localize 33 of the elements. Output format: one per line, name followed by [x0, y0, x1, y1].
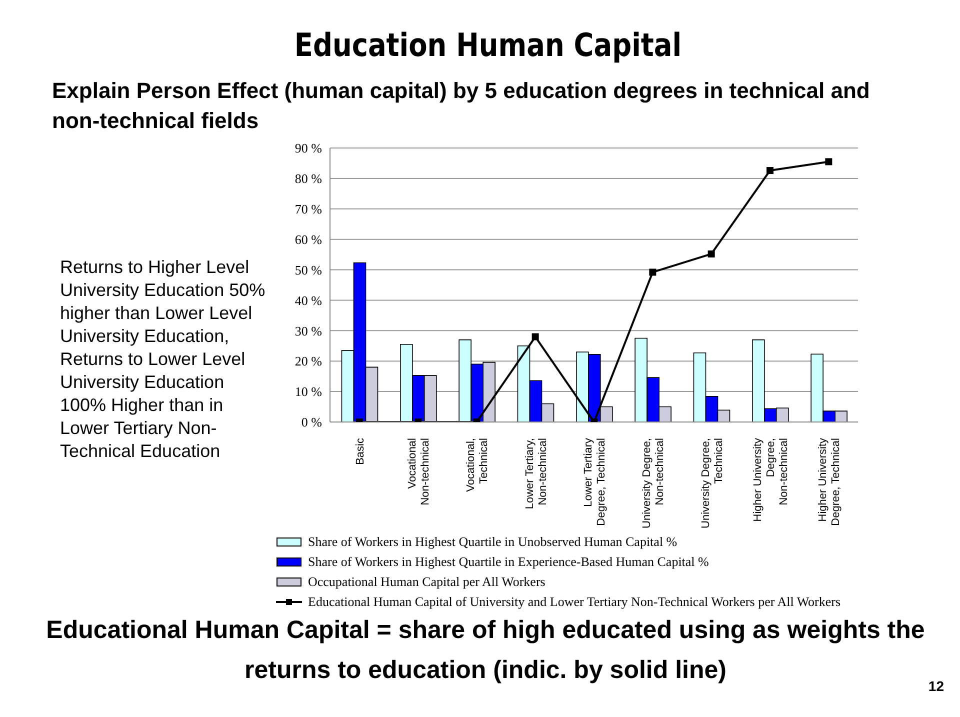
x-tick-label: Lower Tertiary Degree, Technical [582, 438, 608, 526]
x-tick-label: Higher University Degree, Non-technical [752, 438, 790, 522]
text: 12 [928, 678, 944, 694]
y-tick-label: 20 % [294, 354, 322, 369]
y-tick-label: 10 % [294, 384, 322, 400]
x-tick-label: Basic [354, 438, 366, 465]
y-tick-label: 40 % [294, 292, 322, 308]
point [766, 167, 774, 174]
point [649, 268, 656, 276]
text: Educational Human Capital = share of high educated using as weights the returns to education (indic. by solid line) [46, 616, 925, 684]
y-tick-label: 80 % [294, 171, 322, 186]
x-tick-label: Vocational Non-technical [406, 438, 432, 506]
point [825, 158, 832, 166]
legend-label: Occupational Human Capital per All Workers [308, 574, 546, 590]
legend-label: Share of Workers in Highest Quartile in Experience-Based Human Capital % [308, 554, 709, 570]
x-tick-label: University Degree, Technical [700, 438, 725, 528]
y-tick-label: 50 % [294, 262, 322, 278]
legend-label: Educational Human Capital of University and Lower Tertiary Non-Technical Workers per All Workers [308, 594, 841, 610]
y-tick-label: 60 % [294, 232, 322, 247]
text: Returns to Higher Level University Education 50% higher than Lower Level University Education, Returns to Lower Level University Education 100% Higher than in Lower Tertiary Non-Technical Education [60, 257, 266, 461]
point [532, 333, 539, 340]
y-tick-label: 90 % [294, 140, 322, 156]
point [708, 250, 715, 258]
y-tick-label: 0 % [301, 414, 322, 430]
chart-title: Education Human Capital [293, 26, 683, 64]
chart-subtitle: Explain Person Effect (human capital) by 5 education degrees in technical and non-technical fields [52, 77, 871, 135]
x-tick-label: Higher University Degree, Technical [817, 438, 842, 526]
x-tick-label: University Degree, Non-technical [641, 438, 666, 528]
legend-label: Share of Workers in Highest Quartile in Unobserved Human Capital % [308, 534, 678, 550]
y-tick-label: 30 % [294, 323, 322, 338]
y-tick-label: 70 % [294, 202, 322, 217]
x-tick-label: Lower Tertiary, Non-technical [524, 438, 549, 510]
x-tick-label: Vocational, Technical [465, 438, 490, 492]
